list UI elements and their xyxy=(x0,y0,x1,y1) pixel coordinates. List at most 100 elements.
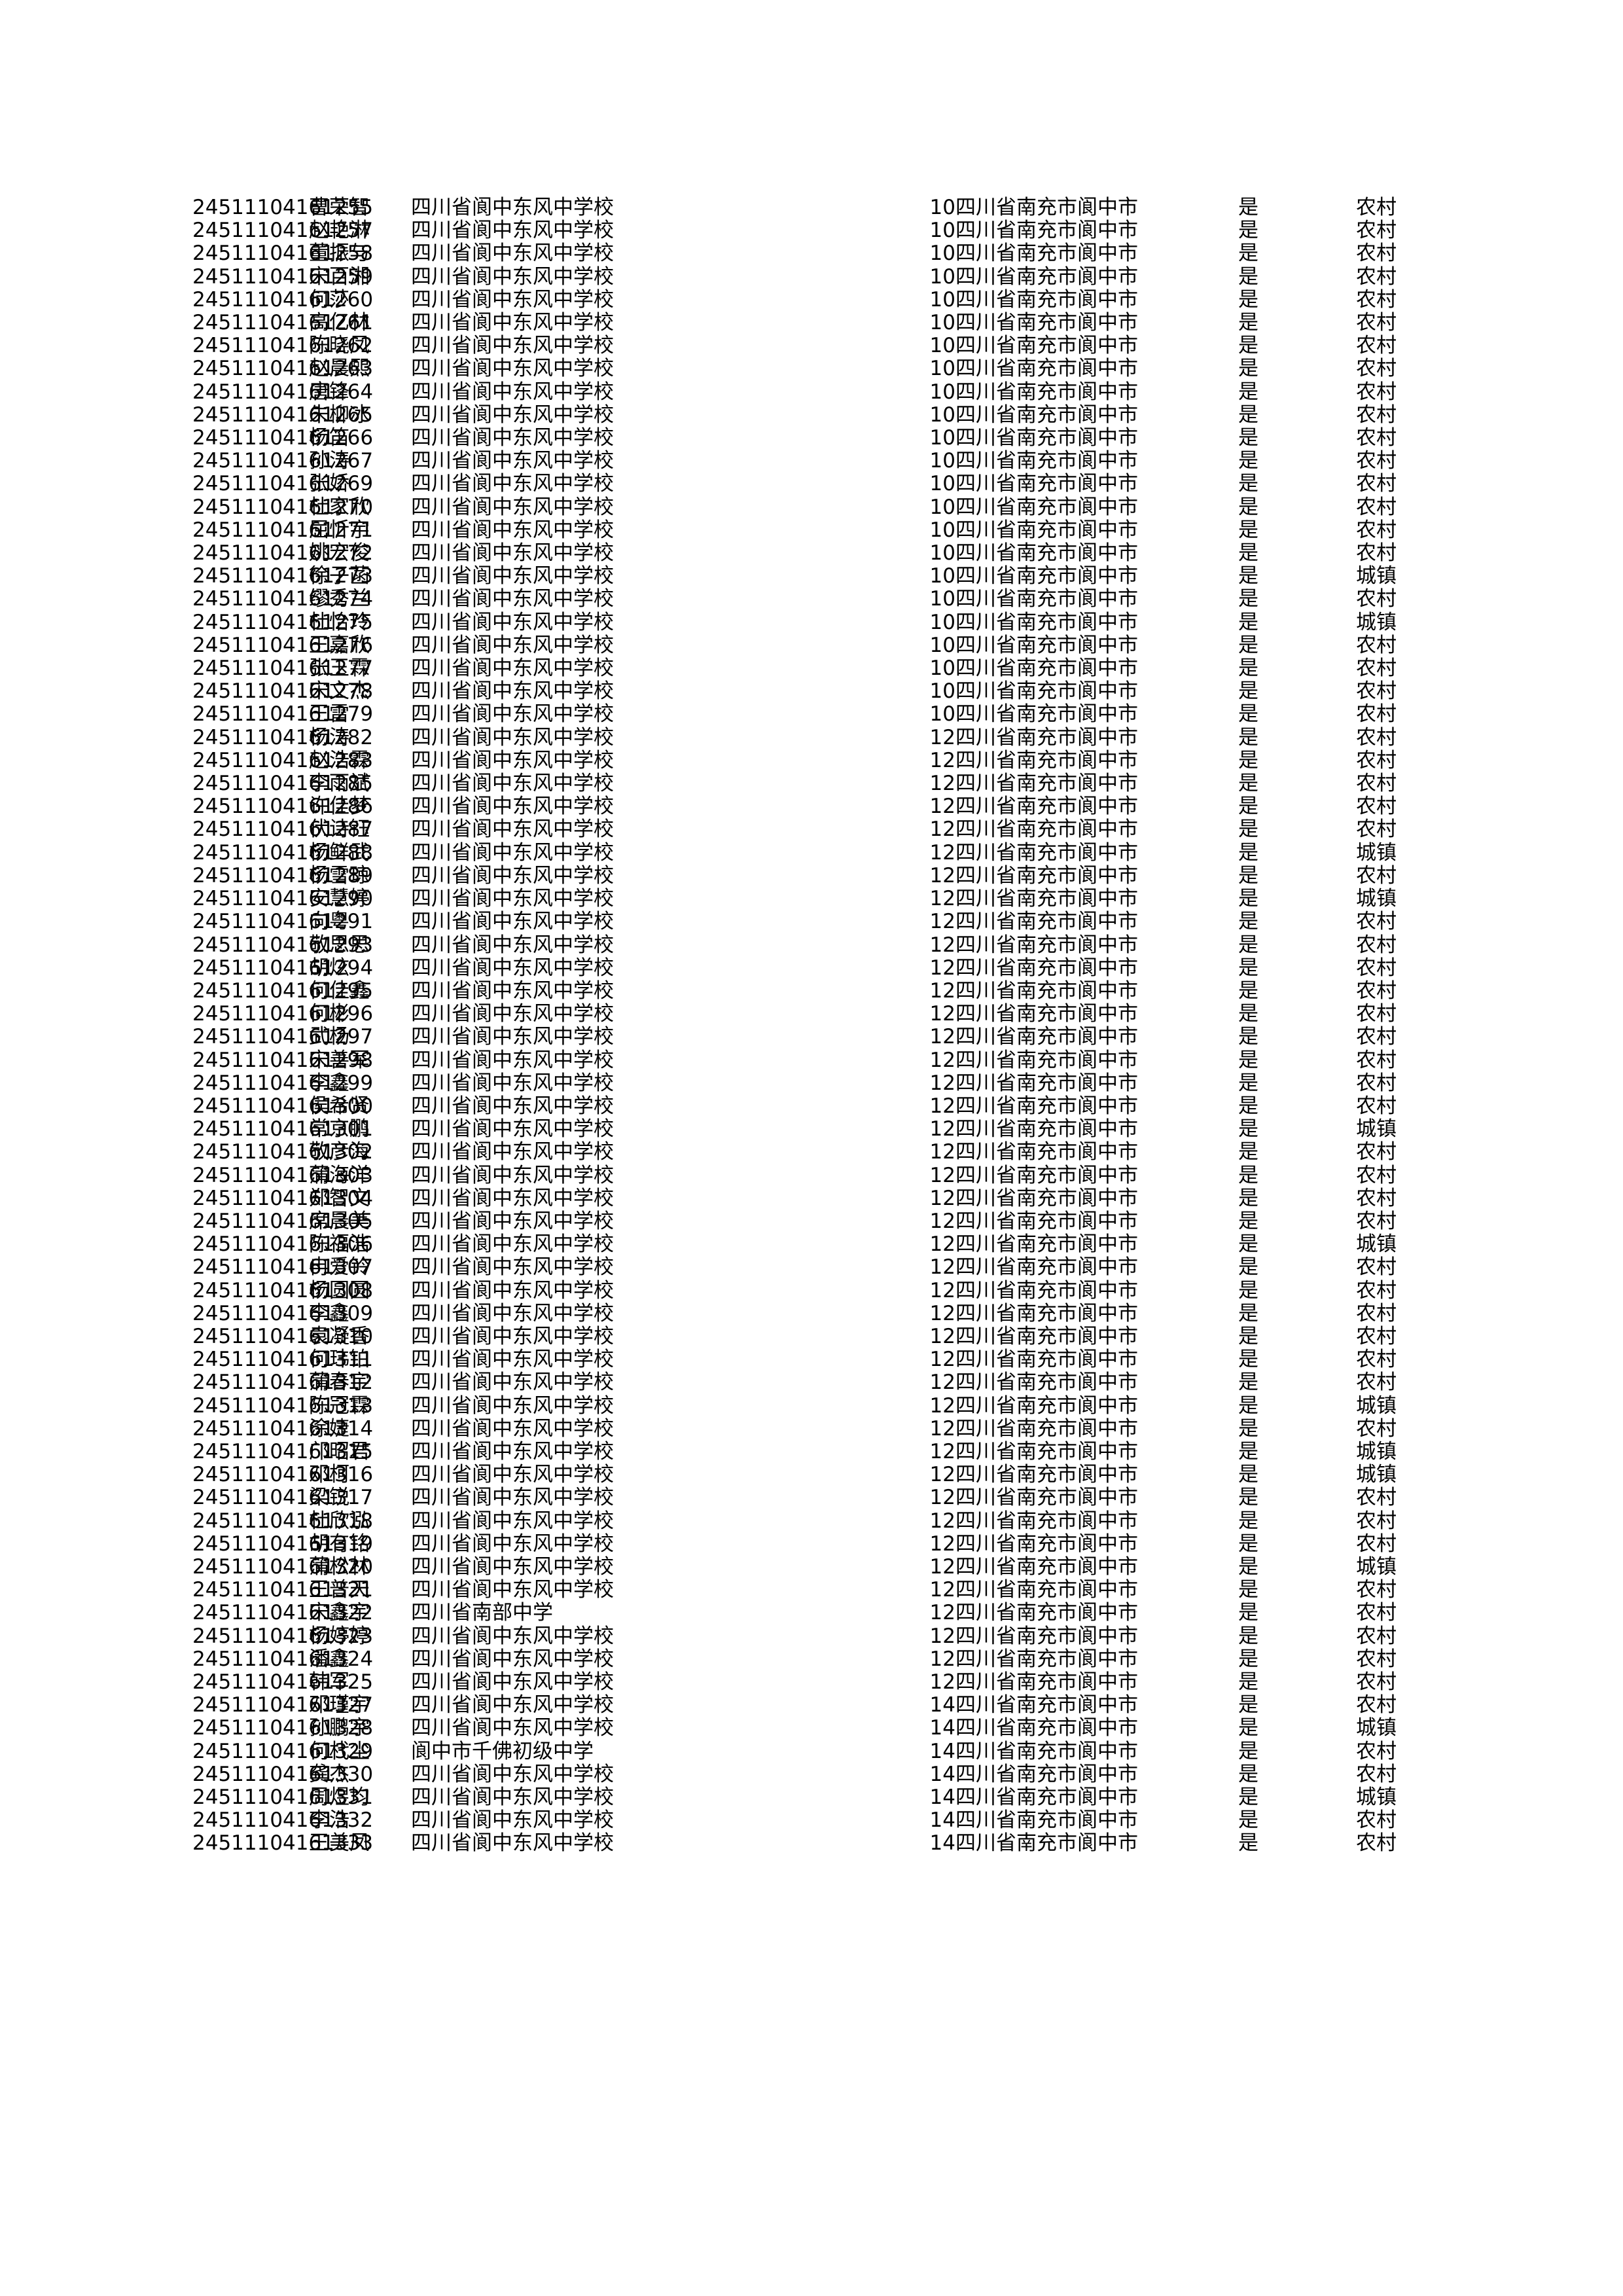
candidate-score: 10 xyxy=(929,334,955,358)
candidate-score: 12 xyxy=(929,910,955,934)
candidate-school: 四川省阆中东风中学校 xyxy=(411,1509,614,1533)
candidate-name: 王雷 xyxy=(309,702,349,726)
candidate-region: 四川省南充市阆中市 xyxy=(955,748,1138,772)
table-row: 24511104161259 宋百湘 四川省阆中东风中学校 10 四川省南充市阆中市 是 农… xyxy=(0,264,1623,289)
row-gutter xyxy=(0,404,192,427)
candidate-region: 四川省南充市阆中市 xyxy=(955,403,1138,427)
candidate-score: 14 xyxy=(929,1693,955,1717)
candidate-flag: 是 xyxy=(1238,196,1258,219)
candidate-name: 席晨美 xyxy=(309,1209,370,1233)
candidate-school: 四川省阆中东风中学校 xyxy=(411,472,614,496)
candidate-id: 24511104161323 xyxy=(192,1624,374,1648)
candidate-school: 四川省阆中东风中学校 xyxy=(411,933,614,957)
candidate-flag: 是 xyxy=(1238,887,1258,911)
candidate-household-type: 农村 xyxy=(1356,403,1397,427)
candidate-id: 24511104161301 xyxy=(192,1117,374,1141)
candidate-school: 四川省阆中东风中学校 xyxy=(411,242,614,266)
row-gutter xyxy=(0,634,192,657)
row-gutter xyxy=(0,357,192,380)
table-row: 24511104161286 许佳梦 四川省阆中东风中学校 12 四川省南充市阆中市 是 农… xyxy=(0,795,1623,818)
table-row: 24511104161264 唐锋 四川省阆中东风中学校 10 四川省南充市阆中市 是 农村 xyxy=(0,380,1623,404)
candidate-name: 孙鹏宇 xyxy=(309,1716,370,1740)
candidate-school: 四川省阆中东风中学校 xyxy=(411,518,614,542)
candidate-household-type: 农村 xyxy=(1356,219,1397,243)
candidate-region: 四川省南充市阆中市 xyxy=(955,1232,1138,1257)
candidate-school: 四川省阆中东风中学校 xyxy=(411,311,614,335)
candidate-score: 12 xyxy=(929,1393,955,1418)
candidate-id: 24511104161290 xyxy=(192,887,374,911)
candidate-id: 24511104161261 xyxy=(192,311,374,335)
candidate-school: 四川省阆中东风中学校 xyxy=(411,426,614,450)
candidate-region: 四川省南充市阆中市 xyxy=(955,1393,1138,1418)
table-row: 24511104161324 潘鑫 四川省阆中东风中学校 12 四川省南充市阆中市 是 农村 xyxy=(0,1647,1623,1671)
candidate-school: 四川省阆中东风中学校 xyxy=(411,1209,614,1233)
candidate-flag: 是 xyxy=(1238,1693,1258,1717)
candidate-id: 24511104161266 xyxy=(192,426,374,450)
table-row: 24511104161316 邓柯 四川省阆中东风中学校 12 四川省南充市阆中市 是 城镇 xyxy=(0,1463,1623,1486)
candidate-name: 周煜均 xyxy=(309,1785,370,1810)
candidate-flag: 是 xyxy=(1238,956,1258,980)
table-row: 24511104161323 杨婷婷 四川省阆中东风中学校 12 四川省南充市阆中市 是 农… xyxy=(0,1624,1623,1648)
candidate-id: 24511104161282 xyxy=(192,725,374,749)
table-row: 24511104161262 陈晓凤 四川省阆中东风中学校 10 四川省南充市阆中市 是 农… xyxy=(0,334,1623,357)
candidate-household-type: 农村 xyxy=(1356,1647,1397,1671)
candidate-region: 四川省南充市阆中市 xyxy=(955,1670,1138,1694)
candidate-id: 24511104161287 xyxy=(192,817,374,842)
table-row: 24511104161333 王美凤 四川省阆中东风中学校 14 四川省南充市阆中市 是 农… xyxy=(0,1832,1623,1855)
candidate-name: 高亿林 xyxy=(309,311,370,335)
candidate-flag: 是 xyxy=(1238,1002,1258,1026)
candidate-flag: 是 xyxy=(1238,725,1258,749)
table-row: 24511104161329 何杙尘 阆中市千佛初级中学 14 四川省南充市阆中市 是 农村 xyxy=(0,1740,1623,1763)
candidate-flag: 是 xyxy=(1238,264,1258,289)
table-row: 24511104161278 宋文杰 四川省阆中东风中学校 10 四川省南充市阆中市 是 农… xyxy=(0,680,1623,703)
candidate-region: 四川省南充市阆中市 xyxy=(955,242,1138,266)
candidate-school: 四川省阆中东风中学校 xyxy=(411,196,614,219)
candidate-name: 姚宏俊 xyxy=(309,541,370,565)
candidate-household-type: 农村 xyxy=(1356,725,1397,749)
candidate-name: 唐锋 xyxy=(309,380,349,404)
row-gutter xyxy=(0,1533,192,1556)
candidate-school: 四川省阆中东风中学校 xyxy=(411,679,614,704)
row-gutter xyxy=(0,219,192,242)
candidate-region: 四川省南充市阆中市 xyxy=(955,1416,1138,1441)
candidate-flag: 是 xyxy=(1238,1554,1258,1579)
candidate-region: 四川省南充市阆中市 xyxy=(955,1163,1138,1187)
candidate-school: 四川省阆中东风中学校 xyxy=(411,1255,614,1280)
row-gutter xyxy=(0,842,192,865)
candidate-region: 四川省南充市阆中市 xyxy=(955,1647,1138,1671)
candidate-id: 24511104161293 xyxy=(192,933,374,957)
candidate-school: 四川省阆中东风中学校 xyxy=(411,978,614,1003)
candidate-id: 24511104161283 xyxy=(192,748,374,772)
candidate-region: 四川省南充市阆中市 xyxy=(955,978,1138,1003)
row-gutter xyxy=(0,1302,192,1325)
table-row: 24511104161322 宋鑫宇 四川省南部中学 12 四川省南充市阆中市 是 农村 xyxy=(0,1602,1623,1624)
candidate-id: 24511104161279 xyxy=(192,702,374,726)
candidate-id: 24511104161332 xyxy=(192,1808,374,1833)
candidate-name: 徐子菡 xyxy=(309,564,370,588)
candidate-school: 四川省阆中东风中学校 xyxy=(411,1463,614,1487)
candidate-id: 24511104161291 xyxy=(192,910,374,934)
candidate-id: 24511104161311 xyxy=(192,1348,374,1372)
candidate-flag: 是 xyxy=(1238,1670,1258,1694)
candidate-school: 四川省阆中东风中学校 xyxy=(411,1670,614,1694)
candidate-household-type: 农村 xyxy=(1356,1186,1397,1210)
candidate-flag: 是 xyxy=(1238,242,1258,266)
candidate-id: 24511104161319 xyxy=(192,1532,374,1556)
candidate-household-type: 城镇 xyxy=(1356,887,1397,911)
candidate-school: 四川省阆中东风中学校 xyxy=(411,748,614,772)
candidate-id: 24511104161269 xyxy=(192,472,374,496)
candidate-score: 12 xyxy=(929,887,955,911)
row-gutter xyxy=(0,1602,192,1624)
candidate-household-type: 农村 xyxy=(1356,748,1397,772)
candidate-name: 赵晨熙 xyxy=(309,357,370,381)
candidate-region: 四川省南充市阆中市 xyxy=(955,633,1138,657)
candidate-flag: 是 xyxy=(1238,1117,1258,1141)
candidate-name: 屈忻宇 xyxy=(309,518,370,542)
candidate-name: 龚杰 xyxy=(309,1762,349,1786)
candidate-school: 四川省阆中东风中学校 xyxy=(411,1163,614,1187)
candidate-name: 冉爱铃 xyxy=(309,1255,370,1280)
candidate-household-type: 农村 xyxy=(1356,287,1397,312)
candidate-id: 24511104161264 xyxy=(192,380,374,404)
candidate-flag: 是 xyxy=(1238,518,1258,542)
candidate-region: 四川省南充市阆中市 xyxy=(955,956,1138,980)
